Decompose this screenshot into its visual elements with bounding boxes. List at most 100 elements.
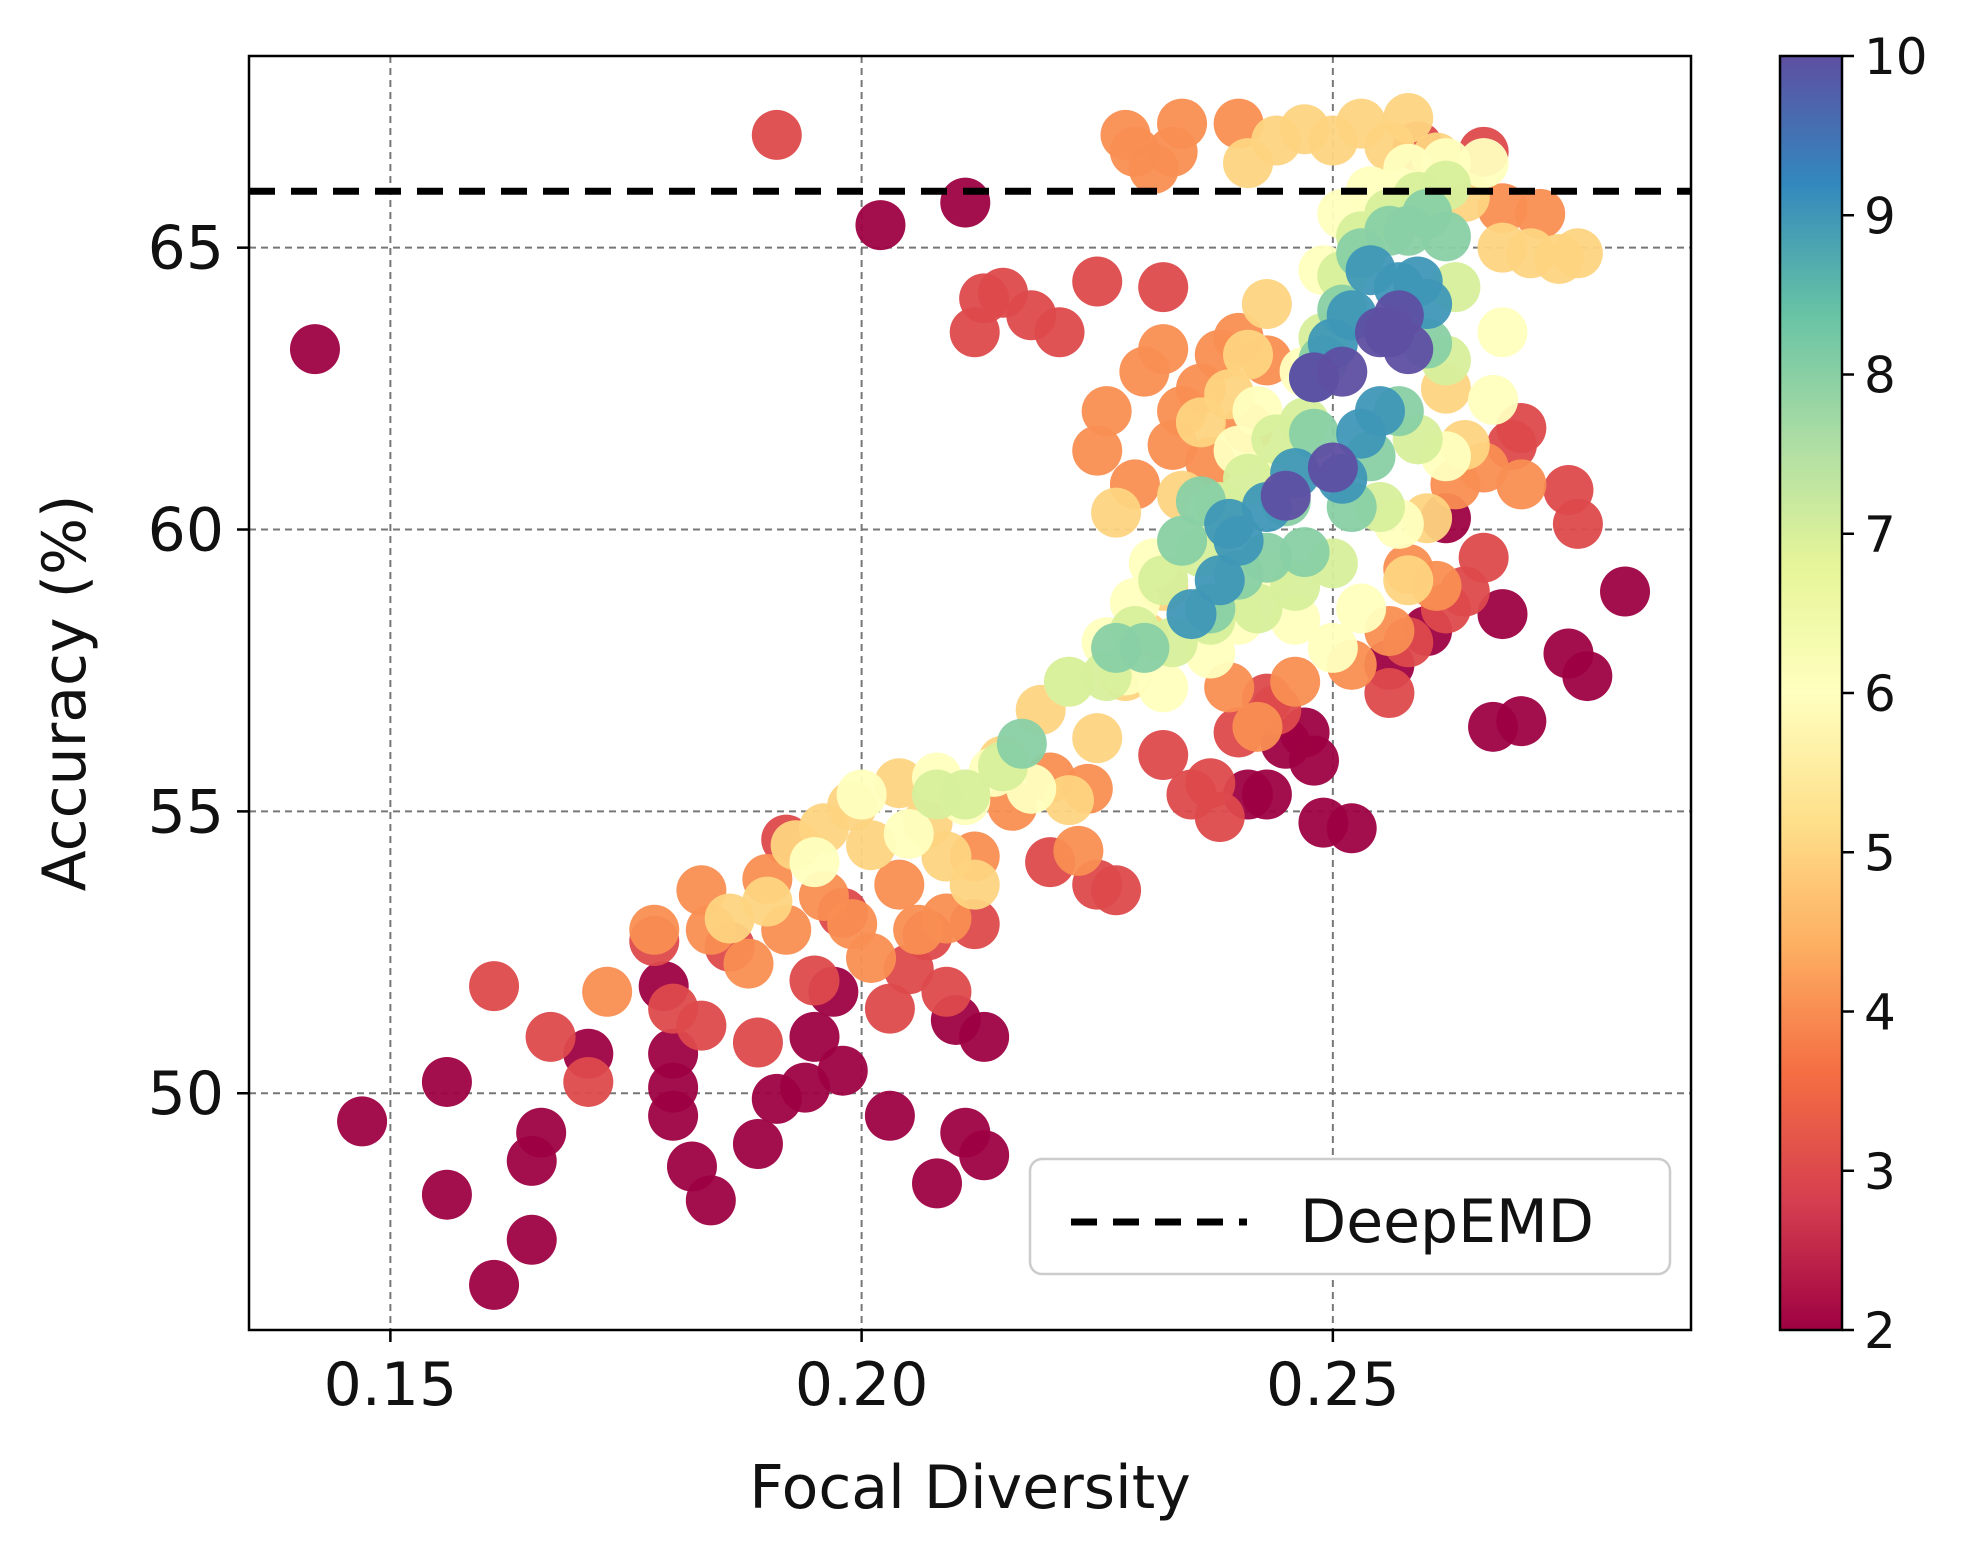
colorbar-tick-label: 6 [1864, 665, 1896, 723]
colorbar-tick-label: 4 [1864, 984, 1896, 1042]
scatter-point [1552, 498, 1603, 549]
scatter-point [940, 769, 991, 820]
scatter-point [789, 955, 840, 1006]
scatter-point [874, 859, 925, 910]
scatter-point [1354, 386, 1405, 437]
scatter-point [732, 1017, 783, 1068]
scatter-point [855, 200, 906, 251]
scatter-point [1468, 374, 1519, 425]
scatter-point [525, 1011, 576, 1062]
scatter-point [1477, 589, 1528, 640]
scatter-point [836, 769, 887, 820]
scatter-point [1383, 555, 1434, 606]
colorbar: 2 3 4 5 6 7 8 9 10 [1778, 28, 1928, 1360]
scatter-point [1458, 138, 1509, 189]
scatter-point [1091, 487, 1142, 538]
scatter-point [1515, 188, 1566, 239]
scatter-point [817, 1045, 868, 1096]
scatter-point [1260, 470, 1311, 521]
scatter-point [1138, 262, 1189, 313]
scatter-point [337, 1096, 388, 1147]
scatter-point [1241, 279, 1292, 330]
scatter-point [780, 1062, 831, 1113]
scatter-point [1552, 228, 1603, 279]
scatter-point [1496, 459, 1547, 510]
y-tick-label: 55 [148, 777, 224, 847]
x-tick-label: 0.20 [795, 1350, 929, 1420]
scatter-point [1279, 527, 1330, 578]
scatter-point [949, 859, 1000, 910]
x-tick-label: 0.25 [1266, 1350, 1400, 1420]
scatter-point [864, 983, 915, 1034]
scatter-point [1223, 329, 1274, 380]
scatter-point [751, 109, 802, 160]
scatter-point [1157, 515, 1208, 566]
colorbar-tick-label: 9 [1864, 187, 1896, 245]
scatter-point [789, 1011, 840, 1062]
scatter-point [629, 904, 680, 955]
scatter-point [1072, 713, 1123, 764]
scatter-point [912, 1158, 963, 1209]
scatter-point [996, 718, 1047, 769]
x-ticks: 0.15 0.20 0.25 [324, 1330, 1400, 1420]
scatter-point [921, 893, 972, 944]
scatter-point [1138, 555, 1189, 606]
scatter-point [921, 966, 972, 1017]
scatter-point [959, 1011, 1010, 1062]
scatter-point [1166, 589, 1217, 640]
scatter-point [883, 808, 934, 859]
scatter-point [723, 938, 774, 989]
scatter-point [1477, 307, 1528, 358]
scatter-point [1307, 622, 1358, 673]
scatter-point [1317, 346, 1368, 397]
scatter-point [1270, 656, 1321, 707]
colorbar-tick-label: 8 [1864, 347, 1896, 405]
x-tick-label: 0.15 [324, 1350, 458, 1420]
y-tick-label: 60 [148, 496, 224, 566]
scatter-point [1194, 792, 1245, 843]
scatter-point [1336, 583, 1387, 634]
scatter-point [846, 932, 897, 983]
scatter-point [940, 177, 991, 228]
scatter-point [1034, 307, 1085, 358]
y-ticks: 50 55 60 65 [148, 214, 249, 1129]
scatter-points [289, 93, 1651, 1310]
scatter-point [1091, 865, 1142, 916]
scatter-point [959, 1130, 1010, 1181]
scatter-point [1213, 98, 1264, 149]
colorbar-tick-label: 2 [1864, 1302, 1896, 1360]
scatter-point [1138, 324, 1189, 375]
scatter-point [1043, 656, 1094, 707]
colorbar-tick-label: 3 [1864, 1143, 1896, 1201]
legend-box [1028, 1157, 1672, 1276]
scatter-point [732, 1118, 783, 1169]
scatter-point [289, 324, 340, 375]
scatter-point [1081, 386, 1132, 437]
scatter-point [1458, 532, 1509, 583]
scatter-point [506, 1214, 557, 1265]
scatter-point [1204, 498, 1255, 549]
grid-lines [249, 56, 1691, 1330]
scatter-point [1496, 696, 1547, 747]
scatter-point [846, 820, 897, 871]
scatter-point [1364, 307, 1415, 358]
scatter-point [864, 1090, 915, 1141]
scatter-point [874, 758, 925, 809]
scatter-point [949, 307, 1000, 358]
y-axis-title: Accuracy (%) [30, 495, 100, 892]
colorbar-gradient [1778, 54, 1844, 1332]
scatter-point [1053, 825, 1104, 876]
scatter-point [1562, 651, 1613, 702]
colorbar-tick-label: 7 [1864, 506, 1896, 564]
y-tick-label: 65 [148, 214, 224, 284]
scatter-point [789, 837, 840, 888]
scatter-point [1119, 622, 1170, 673]
scatter-point [648, 1090, 699, 1141]
scatter-point [1289, 735, 1340, 786]
scatter-point [1072, 425, 1123, 476]
x-axis-title: Focal Diversity [749, 1453, 1191, 1523]
colorbar-tick-label: 5 [1864, 824, 1896, 882]
scatter-point [1147, 126, 1198, 177]
scatter-point [469, 1259, 520, 1310]
